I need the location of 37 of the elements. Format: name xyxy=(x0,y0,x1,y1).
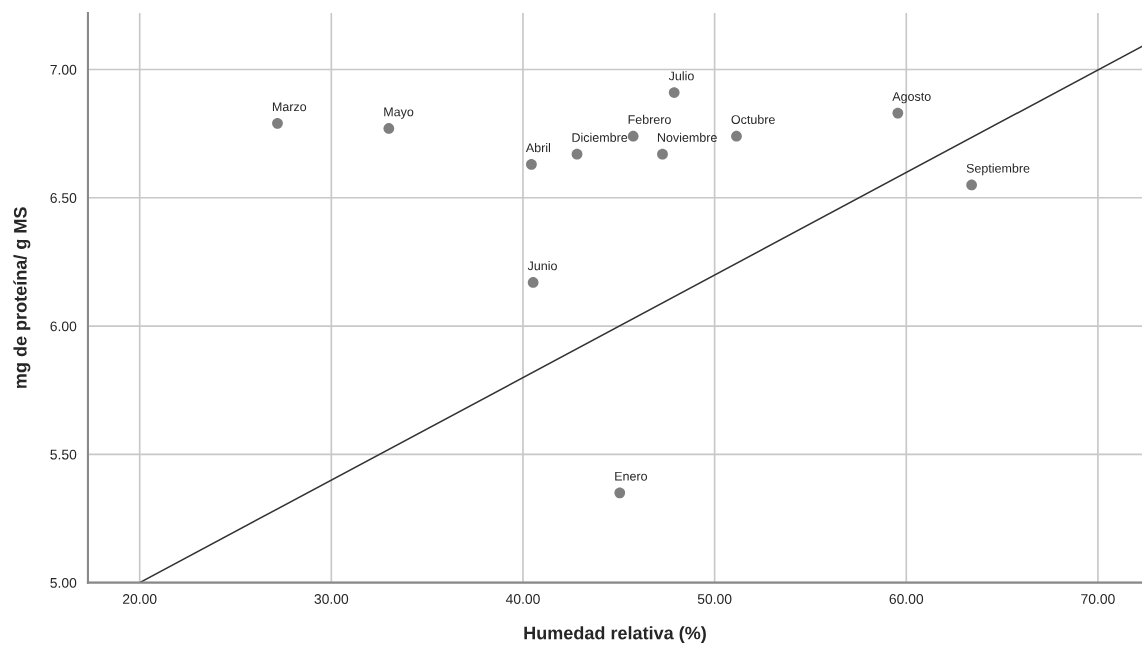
annotation: Enero xyxy=(615,471,648,481)
point xyxy=(527,277,539,288)
point xyxy=(272,117,283,129)
point xyxy=(571,148,583,160)
annotation: Diciembre xyxy=(572,132,628,142)
point xyxy=(668,87,680,98)
x-tick-label: 20.00 xyxy=(123,594,157,604)
annotation: Noviembre xyxy=(657,132,717,142)
annotation: Agosto xyxy=(892,92,931,104)
y-tick-label: 5.00 xyxy=(50,577,77,588)
point xyxy=(614,487,626,499)
annotation: Mayo xyxy=(384,107,414,119)
point xyxy=(627,130,639,142)
point xyxy=(526,159,537,170)
x-tick-label: 40.00 xyxy=(505,594,540,604)
x-tick-label: 70.00 xyxy=(1081,594,1115,604)
annotation: Septiembre xyxy=(966,163,1030,176)
point xyxy=(966,179,977,191)
point xyxy=(892,107,904,119)
x-tick-label: 30.00 xyxy=(314,594,349,604)
point xyxy=(657,148,668,160)
y-axis-title: mg de proteína/ g MS xyxy=(13,207,31,388)
x-axis-title: Humedad relativa (%) xyxy=(524,626,706,643)
annotation: Junio xyxy=(527,261,557,271)
point xyxy=(383,123,395,134)
annotation: Febrero xyxy=(628,114,671,124)
y-tick-label: 6.50 xyxy=(50,193,77,203)
x-tick-label: 50.00 xyxy=(697,594,732,604)
annotation: Julio xyxy=(668,71,694,81)
y-tick-label: 5.50 xyxy=(50,449,77,460)
annotation: Abril xyxy=(525,143,551,153)
y-tick-label: 7.00 xyxy=(50,64,77,75)
point xyxy=(731,130,742,142)
x-tick-label: 60.00 xyxy=(889,594,924,604)
y-tick-label: 6.00 xyxy=(50,321,77,332)
annotation: Marzo xyxy=(272,102,307,112)
annotation: Octubre xyxy=(731,114,775,124)
